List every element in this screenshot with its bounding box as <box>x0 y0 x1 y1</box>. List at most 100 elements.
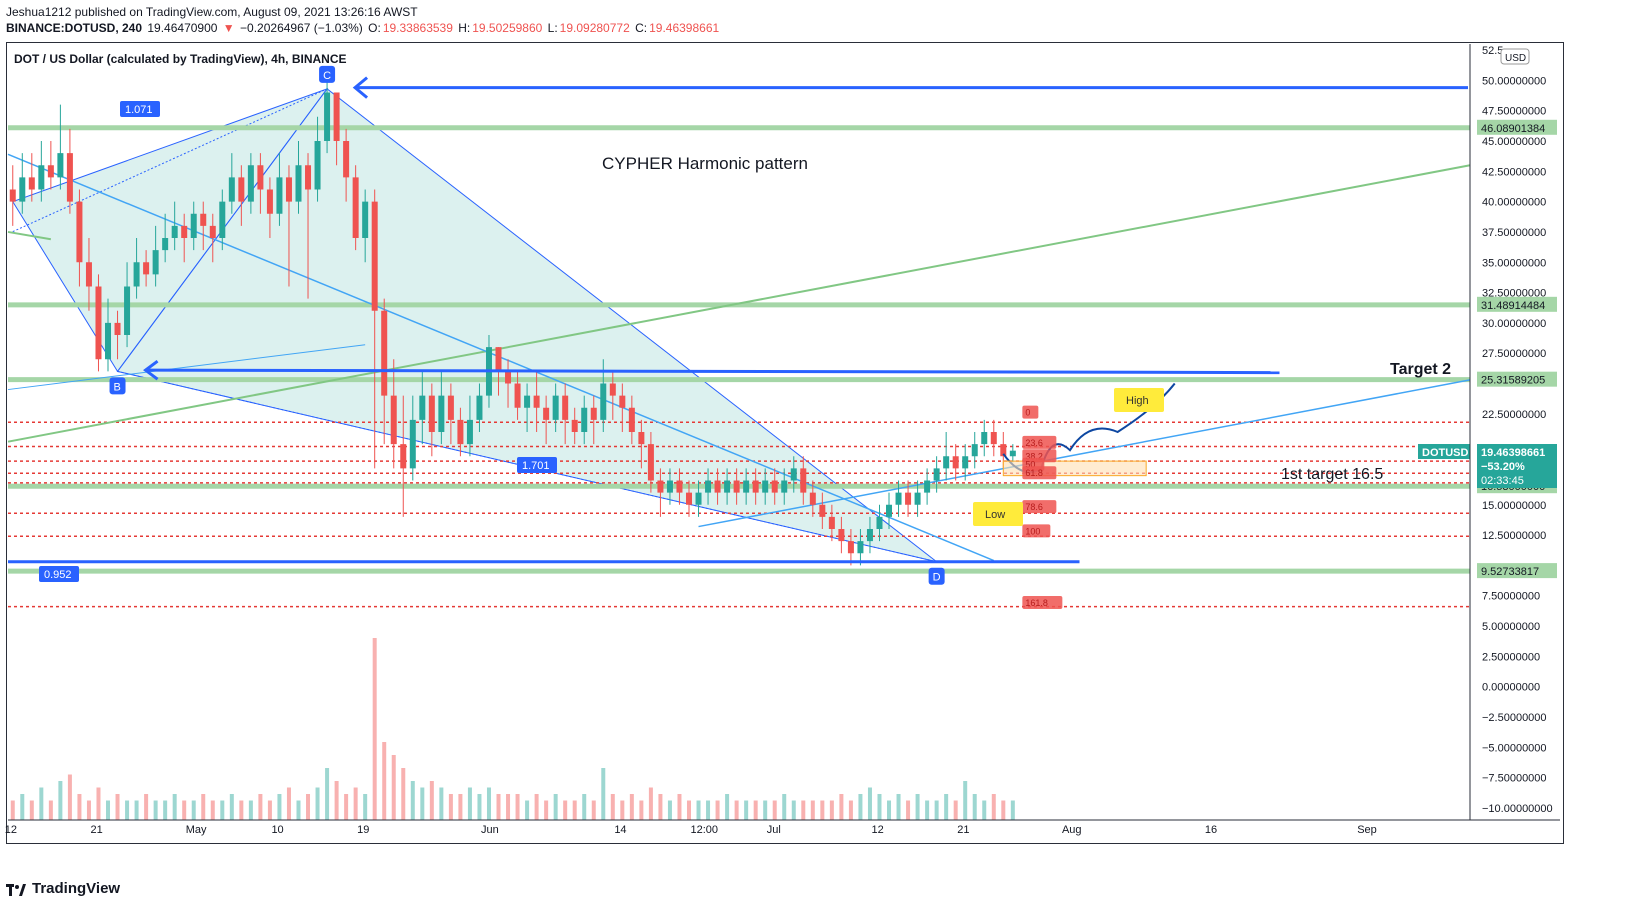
candle-body <box>390 395 397 445</box>
volume-bar <box>848 800 853 820</box>
candle <box>419 371 426 445</box>
fib-label-bg <box>1022 500 1057 514</box>
candle <box>571 407 578 445</box>
fib-label-text: 61.8 <box>1025 468 1043 478</box>
candle <box>228 153 235 214</box>
candle <box>343 128 350 202</box>
candle-body <box>895 492 902 505</box>
ratio-label-bg <box>120 101 160 117</box>
x-axis-tick: 16 <box>1205 824 1217 836</box>
candle-body <box>533 395 540 408</box>
volume-bar <box>677 794 682 820</box>
volume-bar <box>610 794 615 820</box>
volume-bar <box>201 794 206 820</box>
fib-label-tag: 78.6 <box>1022 500 1057 514</box>
candle <box>543 395 550 445</box>
candle <box>352 165 359 251</box>
candle-body <box>400 444 407 469</box>
volume-bar <box>77 794 82 820</box>
candle-body <box>276 177 283 214</box>
candle <box>333 92 340 166</box>
high-value: 19.50259860 <box>472 21 543 35</box>
x-axis-tick: 19 <box>357 824 369 836</box>
candle <box>428 383 435 457</box>
volume-bar <box>86 800 91 820</box>
level-price-label: 46.08901384 <box>1477 119 1557 135</box>
candle <box>219 189 226 251</box>
candle-body <box>95 286 102 360</box>
candle-body <box>676 480 683 493</box>
pattern-point-bg <box>928 567 945 585</box>
volume-bar <box>715 800 720 820</box>
level-price-text: 9.52733817 <box>1481 566 1539 578</box>
volume-bar <box>467 787 472 820</box>
current-price-value: 19.46398661 <box>1481 447 1545 459</box>
candle-body <box>562 395 569 420</box>
volume-bar <box>867 787 872 820</box>
candle <box>619 383 626 432</box>
candle-body <box>114 322 121 335</box>
candle <box>924 468 931 505</box>
last-price: 19.46470900 <box>147 21 218 35</box>
chart-frame <box>6 42 1564 844</box>
candle-body <box>705 480 712 493</box>
candle-body <box>828 516 835 529</box>
fib-label-text: 0 <box>1025 408 1030 418</box>
candle-body <box>914 492 921 505</box>
candle <box>266 177 273 238</box>
candle <box>209 213 216 263</box>
volume-bar <box>410 781 415 820</box>
pattern-point-label: D <box>928 567 945 585</box>
candle <box>66 128 73 214</box>
candle <box>581 395 588 445</box>
fib-label-tag: 0 <box>1022 405 1039 419</box>
candle <box>143 250 150 287</box>
candle-body <box>343 141 350 178</box>
candle <box>724 468 731 505</box>
level-price-label: 9.52733817 <box>1477 563 1557 579</box>
candle <box>1009 444 1016 463</box>
candle-body <box>619 395 626 408</box>
volume-bar <box>58 781 63 820</box>
y-axis-tick: 52.5 <box>1482 45 1503 57</box>
candle-body <box>19 177 26 202</box>
y-axis-tick: 45.00000000 <box>1482 136 1546 148</box>
ratio-label-text: 0.952 <box>44 569 72 581</box>
volume-bar <box>686 800 691 820</box>
price-change: −0.20264967 (−1.03%) <box>240 21 363 35</box>
current-price-pct: −53.20% <box>1481 461 1525 473</box>
candle <box>819 492 826 529</box>
y-axis-tick: 42.50000000 <box>1482 166 1546 178</box>
candle <box>390 359 397 469</box>
candle <box>38 141 45 202</box>
candle-body <box>133 262 140 287</box>
candle-body <box>190 213 197 238</box>
candle-body <box>943 456 950 469</box>
candle-body <box>314 141 321 190</box>
ratio-label: 1.701 <box>517 457 557 473</box>
candle <box>162 213 169 263</box>
volume-bar <box>915 794 920 820</box>
candle <box>200 201 207 251</box>
candle <box>857 529 864 566</box>
candle-body <box>524 395 531 408</box>
volume-bar <box>39 787 44 820</box>
low-value: 19.09280772 <box>559 21 630 35</box>
volume-bar <box>496 794 501 820</box>
candle-body <box>495 347 502 372</box>
volume-bar <box>325 768 330 820</box>
candle-body <box>771 480 778 493</box>
candle-body <box>143 262 150 275</box>
x-axis-tick: 12:00 <box>691 824 719 836</box>
candle <box>743 468 750 505</box>
candle-body <box>305 165 312 190</box>
candle <box>466 395 473 457</box>
y-axis-tick: 0.00000000 <box>1482 682 1540 694</box>
candle <box>847 529 854 566</box>
volume-bar <box>153 800 158 820</box>
candle-body <box>57 153 64 178</box>
level-price-text: 31.48914484 <box>1481 300 1545 312</box>
y-axis-tick: −5.00000000 <box>1482 742 1547 754</box>
candle <box>371 189 378 469</box>
